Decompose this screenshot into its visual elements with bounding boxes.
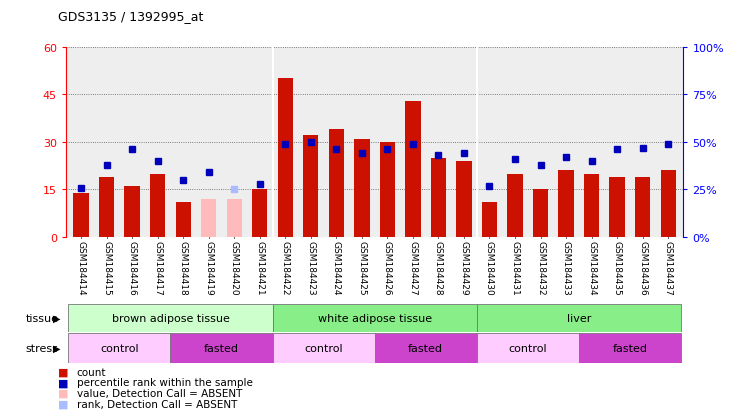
Text: GSM184432: GSM184432 [536, 241, 545, 295]
Text: GSM184416: GSM184416 [128, 241, 137, 295]
Text: GSM184425: GSM184425 [357, 241, 366, 295]
Text: control: control [304, 343, 343, 353]
Bar [68, 333, 170, 363]
Text: ■: ■ [58, 388, 69, 398]
Text: fasted: fasted [408, 343, 443, 353]
Bar [431, 158, 446, 237]
Bar [456, 161, 471, 237]
Bar [201, 199, 216, 237]
Bar [379, 142, 395, 237]
Text: GSM184436: GSM184436 [638, 241, 647, 295]
Text: GSM184437: GSM184437 [664, 241, 673, 295]
Bar [579, 333, 681, 363]
Bar [355, 139, 370, 237]
Text: GSM184420: GSM184420 [230, 241, 239, 295]
Text: GSM184431: GSM184431 [510, 241, 520, 295]
Bar [477, 304, 681, 332]
Text: GSM184434: GSM184434 [587, 241, 596, 295]
Text: GSM184428: GSM184428 [434, 241, 443, 295]
Text: GSM184426: GSM184426 [383, 241, 392, 295]
Bar [170, 333, 273, 363]
Text: GSM184435: GSM184435 [613, 241, 621, 295]
Text: brown adipose tissue: brown adipose tissue [112, 313, 230, 323]
Bar [661, 171, 676, 237]
Bar [329, 130, 344, 237]
Text: GSM184430: GSM184430 [485, 241, 494, 295]
Bar [175, 203, 191, 237]
Text: rank, Detection Call = ABSENT: rank, Detection Call = ABSENT [77, 399, 237, 409]
Text: control: control [100, 343, 139, 353]
Text: GDS3135 / 1392995_at: GDS3135 / 1392995_at [58, 10, 204, 23]
Bar [278, 79, 293, 237]
Bar [507, 174, 523, 237]
Bar [303, 136, 319, 237]
Text: stress: stress [26, 343, 58, 353]
Text: value, Detection Call = ABSENT: value, Detection Call = ABSENT [77, 388, 242, 398]
Text: GSM184415: GSM184415 [102, 241, 111, 295]
Bar [150, 174, 165, 237]
Text: count: count [77, 367, 106, 377]
Text: GSM184417: GSM184417 [154, 241, 162, 295]
Text: GSM184433: GSM184433 [561, 241, 571, 295]
Text: white adipose tissue: white adipose tissue [317, 313, 432, 323]
Bar [477, 333, 579, 363]
Bar [374, 333, 477, 363]
Bar [68, 304, 273, 332]
Bar [99, 177, 114, 237]
Bar [227, 199, 242, 237]
Text: percentile rank within the sample: percentile rank within the sample [77, 377, 253, 387]
Bar [610, 177, 625, 237]
Bar [73, 193, 88, 237]
Bar [482, 203, 497, 237]
Bar [584, 174, 599, 237]
Text: fasted: fasted [613, 343, 648, 353]
Text: ■: ■ [58, 399, 69, 409]
Text: GSM184429: GSM184429 [460, 241, 469, 295]
Text: ▶: ▶ [53, 343, 60, 353]
Bar [635, 177, 651, 237]
Text: tissue: tissue [26, 313, 58, 323]
Text: GSM184423: GSM184423 [306, 241, 315, 295]
Text: GSM184419: GSM184419 [204, 241, 213, 295]
Text: GSM184421: GSM184421 [255, 241, 265, 295]
Bar [405, 101, 420, 237]
Text: ■: ■ [58, 377, 69, 387]
Bar [252, 190, 268, 237]
Text: GSM184427: GSM184427 [409, 241, 417, 295]
Text: control: control [509, 343, 547, 353]
Bar [558, 171, 574, 237]
Bar [533, 190, 548, 237]
Text: ▶: ▶ [53, 313, 60, 323]
Bar [124, 187, 140, 237]
Text: GSM184418: GSM184418 [178, 241, 188, 295]
Text: fasted: fasted [204, 343, 239, 353]
Text: liver: liver [567, 313, 591, 323]
Text: ■: ■ [58, 367, 69, 377]
Text: GSM184414: GSM184414 [77, 241, 86, 295]
Bar [273, 333, 374, 363]
Bar [273, 304, 477, 332]
Text: GSM184422: GSM184422 [281, 241, 289, 295]
Text: GSM184424: GSM184424 [332, 241, 341, 295]
